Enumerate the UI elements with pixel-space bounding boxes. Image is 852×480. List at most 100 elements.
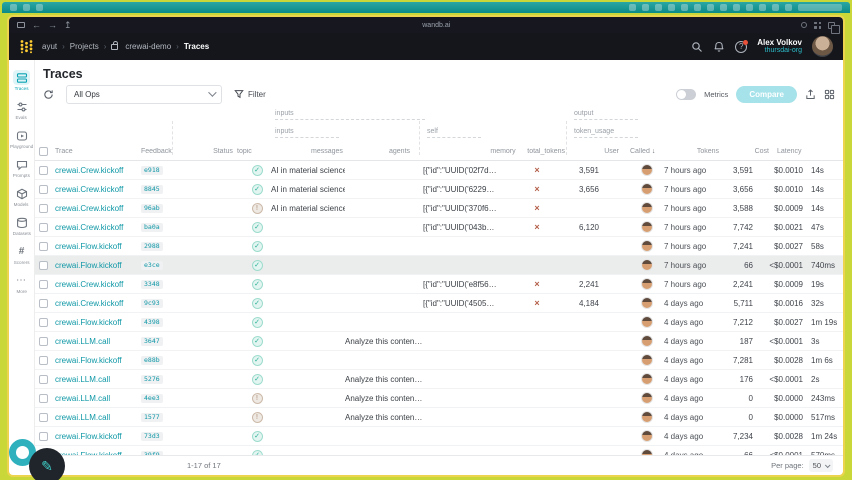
column-header-tokens[interactable]: Tokens bbox=[696, 148, 719, 155]
menubar-icon[interactable] bbox=[720, 4, 727, 11]
filter-button[interactable]: Filter bbox=[234, 89, 266, 99]
trace-id-badge[interactable]: 39f9 bbox=[141, 451, 163, 455]
trace-link[interactable]: crewai.Flow.kickoff bbox=[55, 317, 122, 327]
row-checkbox[interactable] bbox=[39, 241, 48, 251]
ops-filter-select[interactable]: All Ops bbox=[66, 84, 222, 104]
table-row[interactable]: crewai.Flow.kickoff39f9✓4 days ago66<$0.… bbox=[35, 446, 843, 455]
trace-link[interactable]: crewai.Crew.kickoff bbox=[55, 203, 124, 213]
back-icon[interactable]: ← bbox=[32, 19, 41, 30]
table-row[interactable]: crewai.LLM.call 5276 ✓ Analyze this conten…… bbox=[35, 370, 843, 389]
extensions-icon[interactable] bbox=[814, 21, 821, 29]
trace-link[interactable]: crewai.LLM.call bbox=[55, 393, 111, 403]
avatar[interactable] bbox=[812, 36, 833, 57]
trace-link[interactable]: crewai.Flow.kickoff bbox=[55, 241, 122, 251]
user-avatar[interactable] bbox=[641, 316, 653, 328]
column-header-total_tokens[interactable]: total_tokens bbox=[527, 148, 565, 155]
user-avatar[interactable] bbox=[641, 259, 653, 271]
user-avatar[interactable] bbox=[641, 221, 653, 233]
row-checkbox[interactable] bbox=[39, 431, 48, 441]
export-icon[interactable] bbox=[805, 88, 816, 100]
trace-link[interactable]: crewai.Crew.kickoff bbox=[55, 279, 124, 289]
trace-link[interactable]: crewai.LLM.call bbox=[55, 374, 111, 384]
menubar-icon[interactable] bbox=[759, 4, 766, 11]
user-avatar[interactable] bbox=[641, 354, 653, 366]
bell-icon[interactable] bbox=[713, 41, 725, 53]
menubar-icon[interactable] bbox=[707, 4, 714, 11]
trace-id-badge[interactable]: 8845 bbox=[141, 185, 163, 194]
breadcrumb-item-traces[interactable]: Traces bbox=[183, 42, 210, 51]
trace-id-badge[interactable]: 4ee3 bbox=[141, 394, 163, 403]
trace-id-badge[interactable]: ba0a bbox=[141, 223, 163, 232]
trace-id-badge[interactable]: e918 bbox=[141, 166, 163, 175]
column-header-agents[interactable]: agents bbox=[389, 148, 411, 155]
menubar-icon[interactable] bbox=[681, 4, 688, 11]
column-header-called[interactable]: Called ↓ bbox=[630, 148, 656, 155]
trace-id-badge[interactable]: 2988 bbox=[141, 242, 163, 251]
menubar-icon[interactable] bbox=[655, 4, 662, 11]
trace-id-badge[interactable]: 96ab bbox=[141, 204, 163, 213]
user-block[interactable]: Alex Volkov thursdai-org bbox=[757, 38, 802, 55]
compare-button[interactable]: Compare bbox=[736, 85, 797, 103]
table-row[interactable]: crewai.LLM.call 3647 ✓ Analyze this conten…… bbox=[35, 332, 843, 351]
menubar-icon[interactable] bbox=[772, 4, 779, 11]
metrics-toggle[interactable] bbox=[676, 88, 697, 100]
table-row[interactable]: crewai.Flow.kickoff 2988 ✓ 7 hours ago 7,241… bbox=[35, 237, 843, 256]
trace-link[interactable]: crewai.Flow.kickoff bbox=[55, 431, 122, 441]
column-header-memory[interactable]: memory bbox=[490, 148, 516, 155]
menubar-icon[interactable] bbox=[23, 4, 30, 11]
menubar-icon[interactable] bbox=[746, 4, 753, 11]
column-header-latency[interactable]: Latency bbox=[777, 148, 802, 155]
row-checkbox[interactable] bbox=[39, 393, 48, 403]
trace-link[interactable]: crewai.Flow.kickoff bbox=[55, 260, 122, 270]
trace-link[interactable]: crewai.LLM.call bbox=[55, 412, 111, 422]
row-checkbox[interactable] bbox=[39, 355, 48, 365]
user-avatar[interactable] bbox=[641, 449, 653, 455]
user-avatar[interactable] bbox=[641, 183, 653, 195]
menubar-icon[interactable] bbox=[642, 4, 649, 11]
trace-link[interactable]: crewai.Flow.kickoff bbox=[55, 355, 122, 365]
row-checkbox[interactable] bbox=[39, 279, 48, 289]
column-header-topic[interactable]: topic bbox=[237, 148, 252, 155]
breadcrumb-item-projects[interactable]: Projects bbox=[69, 42, 99, 51]
user-avatar[interactable] bbox=[641, 297, 653, 309]
table-row[interactable]: crewai.Crew.kickoff 3348 ✓ [{"id":"UUID('e8… bbox=[35, 275, 843, 294]
refresh-icon[interactable] bbox=[43, 89, 54, 100]
sidebar-item-prompts[interactable]: Prompts bbox=[9, 155, 35, 181]
table-row[interactable]: crewai.Crew.kickoff 8845 ✓ AI in material s… bbox=[35, 180, 843, 199]
trace-id-badge[interactable]: 3647 bbox=[141, 337, 163, 346]
row-checkbox[interactable] bbox=[39, 165, 48, 175]
table-row[interactable]: crewai.LLM.call 1577! Analyze this conten…… bbox=[35, 408, 843, 427]
profile-dot-icon[interactable] bbox=[801, 22, 807, 28]
trace-id-badge[interactable]: 4398 bbox=[141, 318, 163, 327]
user-avatar[interactable] bbox=[641, 411, 653, 423]
user-avatar[interactable] bbox=[641, 335, 653, 347]
menubar-icon[interactable] bbox=[629, 4, 636, 11]
menubar-icon[interactable] bbox=[694, 4, 701, 11]
column-header-status[interactable]: Status bbox=[213, 148, 233, 155]
menubar-icon[interactable] bbox=[668, 4, 675, 11]
breadcrumb-item-crewai-demo[interactable]: crewai-demo bbox=[125, 42, 172, 51]
row-checkbox[interactable] bbox=[39, 184, 48, 194]
trace-id-badge[interactable]: e88b bbox=[141, 356, 163, 365]
row-checkbox[interactable] bbox=[39, 260, 48, 270]
manage-columns-icon[interactable] bbox=[824, 89, 835, 100]
trace-id-badge[interactable]: 5276 bbox=[141, 375, 163, 384]
row-checkbox[interactable] bbox=[39, 336, 48, 346]
sidebar-item-scorers[interactable]: # Scorers bbox=[9, 242, 35, 268]
user-avatar[interactable] bbox=[641, 202, 653, 214]
trace-link[interactable]: crewai.Crew.kickoff bbox=[55, 298, 124, 308]
column-header-trace[interactable]: Trace bbox=[55, 148, 73, 155]
annotation-pencil-icon[interactable]: ✎ bbox=[29, 448, 65, 480]
user-avatar[interactable] bbox=[641, 373, 653, 385]
user-avatar[interactable] bbox=[641, 278, 653, 290]
row-checkbox[interactable] bbox=[39, 412, 48, 422]
trace-id-badge[interactable]: 1577 bbox=[141, 413, 163, 422]
select-all-checkbox[interactable] bbox=[39, 147, 48, 156]
row-checkbox[interactable] bbox=[39, 374, 48, 384]
forward-icon[interactable]: → bbox=[48, 19, 57, 30]
sidebar-item-traces[interactable]: Traces bbox=[9, 68, 35, 94]
row-checkbox[interactable] bbox=[39, 298, 48, 308]
table-row[interactable]: crewai.Crew.kickoff ba0a ✓ [{"id":"UUID('04… bbox=[35, 218, 843, 237]
row-checkbox[interactable] bbox=[39, 317, 48, 327]
breadcrumb-item-ayut[interactable]: ayut bbox=[42, 42, 58, 51]
